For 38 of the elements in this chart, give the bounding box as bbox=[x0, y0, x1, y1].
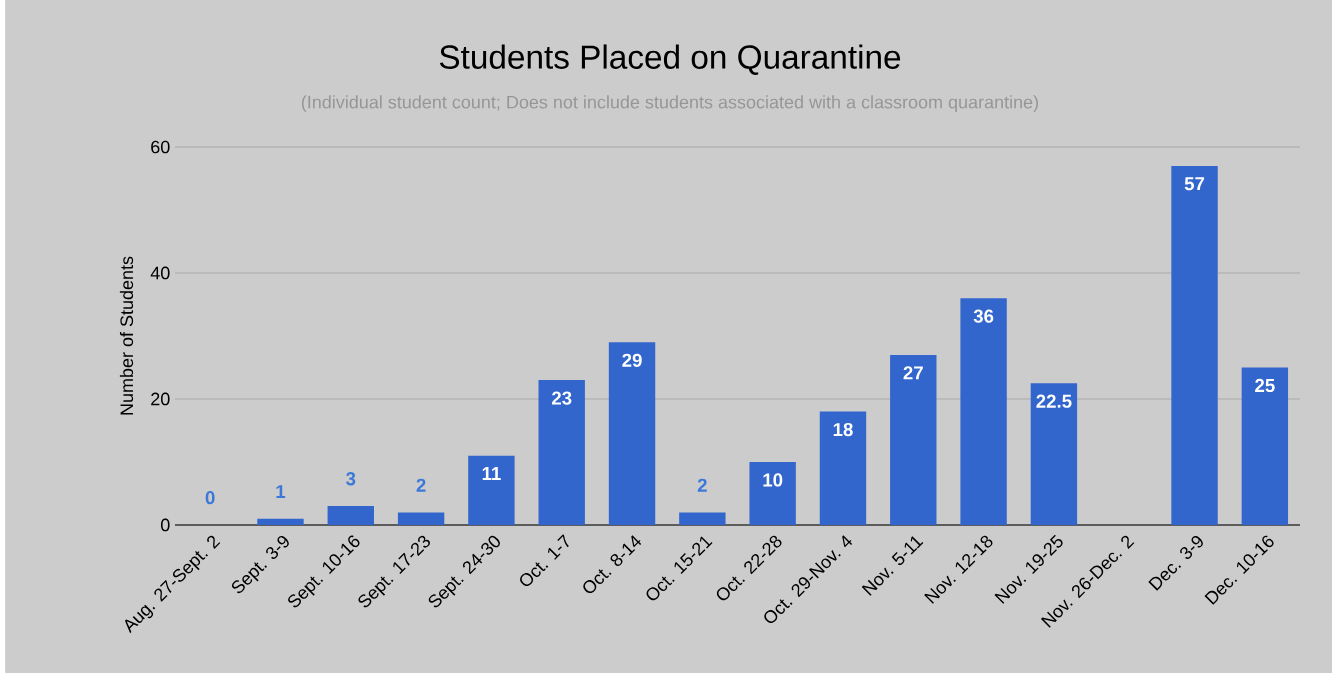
bar bbox=[1030, 383, 1078, 525]
bar bbox=[608, 342, 656, 525]
bar bbox=[538, 380, 585, 525]
bar bbox=[1171, 165, 1218, 525]
data-label: 18 bbox=[833, 422, 853, 437]
y-tick-label: 0 bbox=[160, 518, 170, 532]
bar bbox=[749, 461, 796, 525]
data-label: 29 bbox=[622, 353, 642, 367]
data-label: 23 bbox=[551, 391, 572, 405]
data-label: 25 bbox=[1255, 378, 1275, 393]
bar bbox=[679, 512, 726, 525]
data-label: 27 bbox=[903, 366, 923, 380]
bar bbox=[397, 512, 445, 525]
data-label: 2 bbox=[416, 478, 426, 492]
y-tick-label: 60 bbox=[151, 140, 170, 154]
y-tick-label: 20 bbox=[151, 392, 170, 406]
x-tick-label: Oct. 1-7 bbox=[520, 534, 569, 587]
data-label: 0 bbox=[205, 491, 215, 505]
x-tick-label: Dec. 3-9 bbox=[1148, 535, 1203, 591]
data-label: 57 bbox=[1184, 177, 1205, 191]
data-label: 11 bbox=[482, 467, 501, 480]
y-tick-label: 40 bbox=[150, 266, 170, 280]
data-label: 10 bbox=[763, 473, 783, 487]
data-label: 2 bbox=[697, 478, 707, 492]
bar bbox=[819, 411, 867, 525]
bar bbox=[257, 518, 304, 525]
bar bbox=[327, 506, 374, 525]
data-label: 22.5 bbox=[1036, 394, 1072, 408]
data-label: 3 bbox=[346, 472, 356, 486]
x-tick-label: Nov. 5-11 bbox=[861, 536, 924, 596]
bar bbox=[468, 455, 515, 525]
chart-title: Students Placed on Quarantine bbox=[439, 44, 901, 75]
data-label: 36 bbox=[973, 309, 994, 323]
bar bbox=[1241, 367, 1289, 525]
bar bbox=[890, 354, 937, 525]
y-axis-title: Number of Students bbox=[119, 256, 134, 415]
data-label: 1 bbox=[276, 485, 286, 498]
bar bbox=[960, 298, 1007, 525]
